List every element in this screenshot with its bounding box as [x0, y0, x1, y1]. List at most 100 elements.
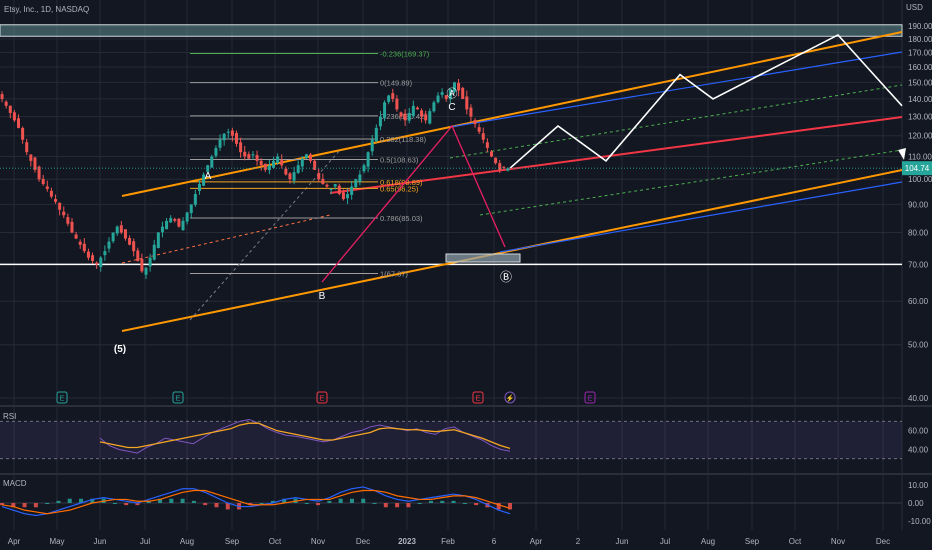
event-marker — [584, 391, 596, 404]
candle-body — [111, 232, 115, 242]
price-tick-label: 40.00 — [908, 394, 929, 403]
candle-body — [148, 257, 152, 267]
macd-histogram-bar — [474, 503, 479, 506]
fib-level-label: 0.618(98.89) — [380, 178, 423, 187]
candle-body — [251, 154, 255, 156]
candle-body — [489, 151, 493, 157]
candle-body — [317, 173, 321, 180]
time-tick-label: Apr — [530, 537, 543, 546]
candle-body — [498, 163, 502, 170]
candle-body — [259, 160, 263, 166]
candle-body — [78, 241, 82, 245]
candle-body — [313, 160, 317, 170]
macd-histogram-bar — [45, 503, 50, 504]
macd-histogram-bar — [135, 503, 140, 506]
candle-body — [432, 102, 436, 112]
candle-body — [407, 112, 411, 121]
rsi-tick-label: 60.00 — [908, 427, 929, 436]
candle-body — [160, 226, 164, 233]
candle-body — [374, 127, 378, 142]
candle-body — [325, 184, 329, 187]
candle-body — [452, 82, 456, 92]
candle-body — [436, 95, 440, 103]
candle-body — [37, 166, 41, 180]
rsi-title: RSI — [3, 412, 16, 421]
candle-body — [333, 184, 337, 187]
wave-label: (5) — [114, 344, 126, 355]
event-marker-label: E — [320, 396, 325, 403]
time-tick-label: Nov — [831, 537, 845, 546]
macd-histogram-bar — [406, 503, 411, 508]
candle-body — [189, 204, 193, 214]
candle-body — [358, 174, 362, 182]
time-tick-label: Apr — [8, 537, 21, 546]
time-tick-label: Oct — [269, 537, 282, 546]
candle-body — [465, 96, 469, 110]
rsi-ma-line — [99, 422, 511, 450]
candle-body — [54, 199, 58, 202]
candle-body — [74, 234, 78, 239]
candle-body — [354, 179, 358, 188]
candle-body — [21, 127, 25, 140]
candle-body — [33, 157, 37, 170]
candle-body — [395, 98, 399, 110]
event-marker-label: E — [476, 396, 481, 403]
candle-body — [457, 82, 461, 91]
candle-body — [128, 237, 132, 245]
macd-histogram-bar — [451, 500, 456, 503]
time-tick-label: Jul — [660, 537, 670, 546]
candle-body — [341, 192, 345, 200]
candle-body — [140, 258, 144, 272]
macd-histogram-bar — [22, 503, 27, 508]
candle-body — [292, 172, 296, 181]
macd-histogram-bar — [0, 503, 4, 506]
fib-level-label: 0.786(85.03) — [380, 214, 423, 223]
candle-body — [469, 107, 473, 117]
macd-histogram-bar — [462, 503, 467, 504]
macd-histogram-bar — [338, 498, 343, 503]
resistance-zone — [0, 24, 903, 37]
macd-histogram-bar — [428, 500, 433, 503]
macd-tick-label: 0.00 — [908, 499, 924, 508]
candle-body — [444, 95, 448, 99]
price-tick-label: 70.00 — [908, 260, 929, 269]
candle-body — [387, 95, 391, 102]
rsi-tick-label: 40.00 — [908, 445, 929, 454]
wave-label: Ⓐ — [447, 87, 458, 100]
macd-histogram-bar — [33, 503, 38, 508]
macd-histogram-bar — [158, 498, 163, 503]
red-median-line — [329, 116, 903, 194]
macd-histogram-bar — [11, 503, 16, 508]
candle-body — [506, 168, 510, 171]
candle-body — [440, 92, 444, 95]
candle-body — [366, 152, 370, 167]
currency-label: USD — [906, 3, 923, 12]
dashed-green-line — [479, 149, 903, 216]
candle-body — [95, 262, 99, 265]
macd-histogram-bar — [383, 503, 388, 508]
candle-body — [415, 107, 419, 110]
candle-body — [41, 178, 45, 185]
blue-lower-line — [499, 181, 903, 253]
candle-body — [185, 212, 189, 222]
candle-body — [82, 243, 86, 252]
candle-body — [411, 105, 415, 116]
time-tick-label: Aug — [701, 537, 715, 546]
price-tick-label: 190.00 — [908, 22, 932, 31]
candle-body — [181, 220, 185, 231]
event-marker — [472, 391, 484, 404]
macd-histogram-bar — [259, 503, 264, 504]
macd-histogram-bar — [282, 498, 287, 503]
candle-body — [494, 157, 498, 164]
wave-label: B — [319, 291, 326, 302]
event-marker — [172, 391, 184, 404]
macd-tick-label: 10.00 — [908, 481, 929, 490]
candle-body — [222, 133, 226, 141]
candle-body — [403, 113, 407, 121]
event-marker-label: E — [176, 396, 181, 403]
price-tick-label: 60.00 — [908, 297, 929, 306]
macd-histogram-bar — [327, 500, 332, 503]
candle-body — [25, 142, 29, 153]
macd-histogram-bar — [169, 498, 174, 503]
candle-body — [197, 184, 201, 191]
